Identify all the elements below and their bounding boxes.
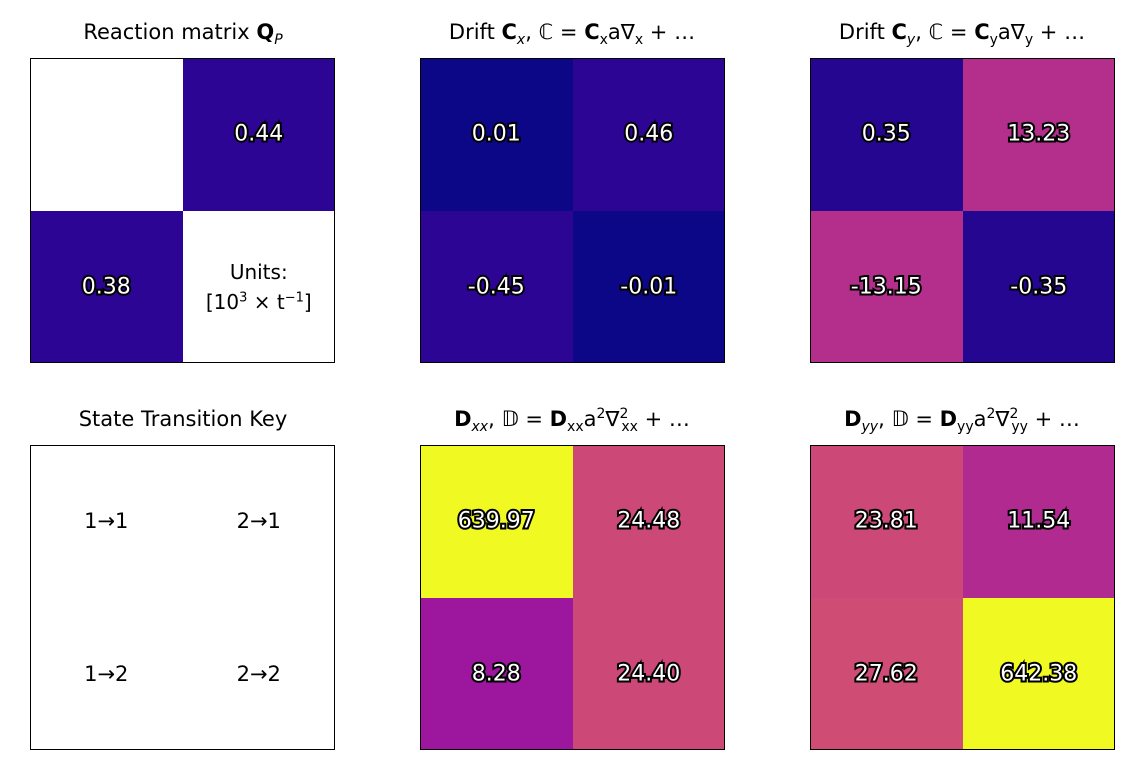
dxx-cell-r1c1: 24.40 bbox=[572, 597, 725, 750]
units-value: [103 × t−1] bbox=[205, 289, 312, 314]
state-transition-key-grid: 1→1 2→1 1→2 2→2 bbox=[30, 445, 335, 750]
dyy-value-label: 23.81 bbox=[853, 507, 920, 536]
cx-value-label: 0.46 bbox=[622, 120, 675, 149]
key-cell-r1c1: 2→2 bbox=[182, 597, 335, 750]
key-cell-r0c1: 2→1 bbox=[182, 445, 335, 598]
cy-cell-r0c1: 13.23 bbox=[962, 58, 1115, 211]
dxx-value-label: 24.48 bbox=[615, 507, 682, 536]
units-annotation: Units: [103 × t−1] bbox=[183, 211, 336, 364]
dyy-cell-r0c0: 23.81 bbox=[810, 445, 963, 598]
cx-value-label: 0.01 bbox=[470, 120, 523, 149]
dyy-cell-r1c1: 642.38 bbox=[962, 597, 1115, 750]
heatmap-drift-cx: 0.01 0.46 -0.45 -0.01 bbox=[420, 58, 725, 363]
cy-cell-r1c0: -13.15 bbox=[810, 210, 963, 363]
cx-cell-r1c1: -0.01 bbox=[572, 210, 725, 363]
cx-value-label: -0.45 bbox=[466, 272, 527, 301]
title-state-transition-key: State Transition Key bbox=[78, 407, 288, 431]
cx-value-label: -0.01 bbox=[618, 272, 679, 301]
key-value-label: 2→2 bbox=[236, 661, 281, 686]
title-diffusion-dyy: Dyy, 𝔻 = Dyya2∇2yy + … bbox=[844, 406, 1080, 436]
dxx-cell-r0c1: 24.48 bbox=[572, 445, 725, 598]
cx-cell-r1c0: -0.45 bbox=[420, 210, 573, 363]
dyy-value-label: 11.54 bbox=[1005, 507, 1072, 536]
heatmap-diffusion-dxx: 639.97 24.48 8.28 24.40 bbox=[420, 445, 725, 750]
cy-value-label: -13.15 bbox=[849, 272, 924, 301]
cy-value-label: 0.35 bbox=[860, 120, 913, 149]
cy-cell-r1c1: -0.35 bbox=[962, 210, 1115, 363]
qp-cell-r1c0: 0.38 bbox=[30, 210, 183, 363]
dyy-cell-r1c0: 27.62 bbox=[810, 597, 963, 750]
dxx-cell-r0c0: 639.97 bbox=[420, 445, 573, 598]
cy-value-label: 13.23 bbox=[1005, 120, 1072, 149]
units-label: Units: bbox=[229, 259, 288, 284]
qp-cell-r0c0 bbox=[30, 58, 183, 211]
title-diffusion-dxx: Dxx, 𝔻 = Dxxa2∇2xx + … bbox=[454, 406, 690, 436]
heatmap-diffusion-dyy: 23.81 11.54 27.62 642.38 bbox=[810, 445, 1115, 750]
dyy-cell-r0c1: 11.54 bbox=[962, 445, 1115, 598]
cy-value-label: -0.35 bbox=[1008, 272, 1069, 301]
dxx-cell-r1c0: 8.28 bbox=[420, 597, 573, 750]
dxx-value-label: 24.40 bbox=[615, 659, 682, 688]
heatmap-drift-cy: 0.35 13.23 -13.15 -0.35 bbox=[810, 58, 1115, 363]
key-value-label: 1→2 bbox=[84, 661, 129, 686]
qp-value-label: 0.44 bbox=[232, 120, 285, 149]
heatmap-reaction-matrix: 0.44 0.38 bbox=[30, 58, 335, 363]
dxx-value-label: 639.97 bbox=[456, 507, 537, 536]
cy-cell-r0c0: 0.35 bbox=[810, 58, 963, 211]
dxx-value-label: 8.28 bbox=[470, 659, 523, 688]
key-value-label: 1→1 bbox=[84, 509, 129, 534]
key-value-label: 2→1 bbox=[236, 509, 281, 534]
key-cell-r0c0: 1→1 bbox=[30, 445, 183, 598]
title-drift-cx: Drift Cx, ℂ = Cxa∇x + … bbox=[448, 20, 696, 49]
cx-cell-r0c1: 0.46 bbox=[572, 58, 725, 211]
dyy-value-label: 27.62 bbox=[853, 659, 920, 688]
qp-value-label: 0.38 bbox=[80, 272, 133, 301]
qp-cell-r0c1: 0.44 bbox=[182, 58, 335, 211]
title-drift-cy: Drift Cy, ℂ = Cya∇y + … bbox=[838, 20, 1086, 49]
dyy-value-label: 642.38 bbox=[998, 659, 1079, 688]
qp-cell-r1c1 bbox=[182, 210, 335, 363]
cx-cell-r0c0: 0.01 bbox=[420, 58, 573, 211]
key-cell-r1c0: 1→2 bbox=[30, 597, 183, 750]
title-reaction-matrix: Reaction matrix QP bbox=[83, 20, 283, 49]
